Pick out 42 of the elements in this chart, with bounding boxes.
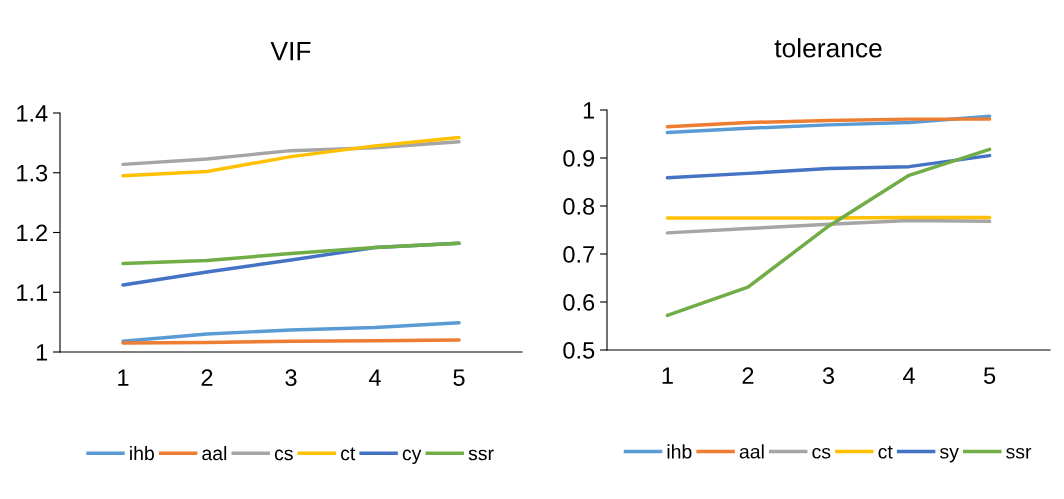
chart-title: VIF <box>270 42 311 61</box>
x-tick-label: 3 <box>822 367 835 385</box>
legend-label: cs <box>812 447 831 459</box>
legend-label: aal <box>739 444 764 459</box>
y-tick-label: 0.9 <box>563 150 595 167</box>
legend-label: ihb <box>130 445 154 461</box>
line-series <box>665 147 992 318</box>
line-series <box>665 218 992 235</box>
y-tick-label: 0.5 <box>563 342 595 359</box>
x-tick-label: 5 <box>453 369 465 387</box>
legend-label: ssr <box>1006 447 1032 459</box>
y-tick-label: 0.8 <box>563 198 595 215</box>
y-tick-label: 0.6 <box>563 294 595 311</box>
legend-label: sy <box>940 447 959 463</box>
line-series <box>665 153 992 180</box>
legend-label: ihb <box>667 444 692 459</box>
legend-label: cy <box>402 449 422 465</box>
x-tick-label: 4 <box>368 369 381 386</box>
chart-title: tolerance <box>774 38 882 58</box>
x-tick-label: 2 <box>201 369 213 386</box>
legend-label: ct <box>878 445 893 459</box>
y-tick-label: 1.2 <box>17 224 48 242</box>
y-tick-label: 1.4 <box>17 105 48 122</box>
x-tick-label: 1 <box>662 367 673 384</box>
x-tick-label: 2 <box>742 367 754 384</box>
legend-label: ct <box>341 447 356 461</box>
y-tick-label: 1 <box>36 344 48 361</box>
x-tick-label: 5 <box>983 367 996 385</box>
legend-label: aal <box>202 445 227 461</box>
line-series <box>665 117 992 129</box>
x-tick-label: 3 <box>285 369 297 387</box>
line-series <box>121 241 461 266</box>
y-tick-label: 1 <box>583 102 595 119</box>
legend-label: ssr <box>468 449 494 461</box>
x-tick-label: 4 <box>903 367 915 384</box>
line-series <box>121 320 461 343</box>
y-tick-label: 1.3 <box>17 164 48 182</box>
x-tick-label: 1 <box>118 369 129 386</box>
line-series <box>121 135 461 178</box>
y-tick-label: 0.7 <box>563 246 595 263</box>
y-tick-label: 1.1 <box>17 284 48 301</box>
legend-label: cs <box>274 449 293 461</box>
